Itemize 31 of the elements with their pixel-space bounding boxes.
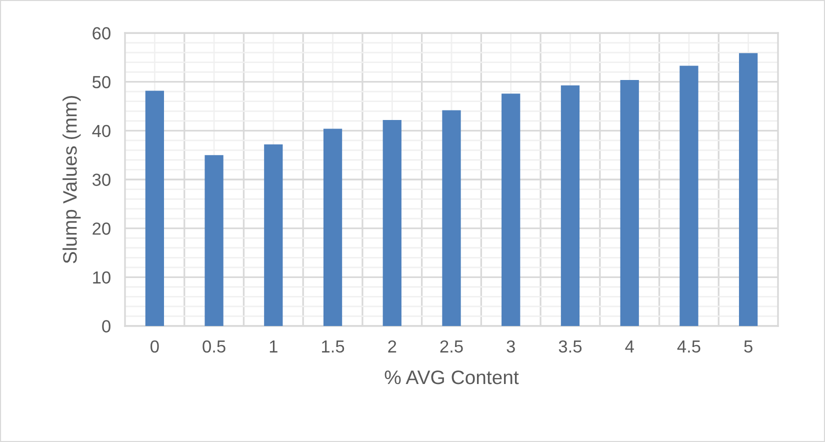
bar <box>620 80 639 326</box>
bar <box>560 85 580 326</box>
y-tick-label: 40 <box>92 124 110 138</box>
x-tick-label: 3 <box>506 340 515 353</box>
y-tick-label: 20 <box>92 222 110 235</box>
y-tick-label: 50 <box>92 76 110 88</box>
x-tick-label: 2 <box>388 340 396 352</box>
y-tick-label: 0 <box>102 320 110 332</box>
y-tick-label: 10 <box>93 271 110 284</box>
bar <box>204 155 224 326</box>
x-tick-label: 4.5 <box>677 340 700 353</box>
x-tick-label: 1.5 <box>322 340 344 353</box>
bar <box>680 66 698 326</box>
x-tick-label: 5 <box>744 340 752 353</box>
bar <box>382 120 402 326</box>
y-axis-title: Slump Values (mm) <box>62 96 81 264</box>
x-tick-label: 2.5 <box>440 340 463 353</box>
bar <box>738 53 758 326</box>
bar <box>442 110 461 326</box>
x-axis-title: % AVG Content <box>384 370 519 384</box>
y-tick-label: 60 <box>92 27 110 40</box>
bar <box>502 94 520 326</box>
x-tick-label: 4 <box>625 340 634 352</box>
x-tick-label: 3.5 <box>558 340 582 353</box>
x-tick-label: 1 <box>270 340 278 352</box>
x-tick-label: 0 <box>150 340 159 353</box>
x-tick-label: 0.5 <box>202 340 226 353</box>
bar <box>145 90 164 326</box>
bar <box>323 128 342 326</box>
bar <box>264 144 283 326</box>
y-tick-label: 30 <box>92 174 110 186</box>
